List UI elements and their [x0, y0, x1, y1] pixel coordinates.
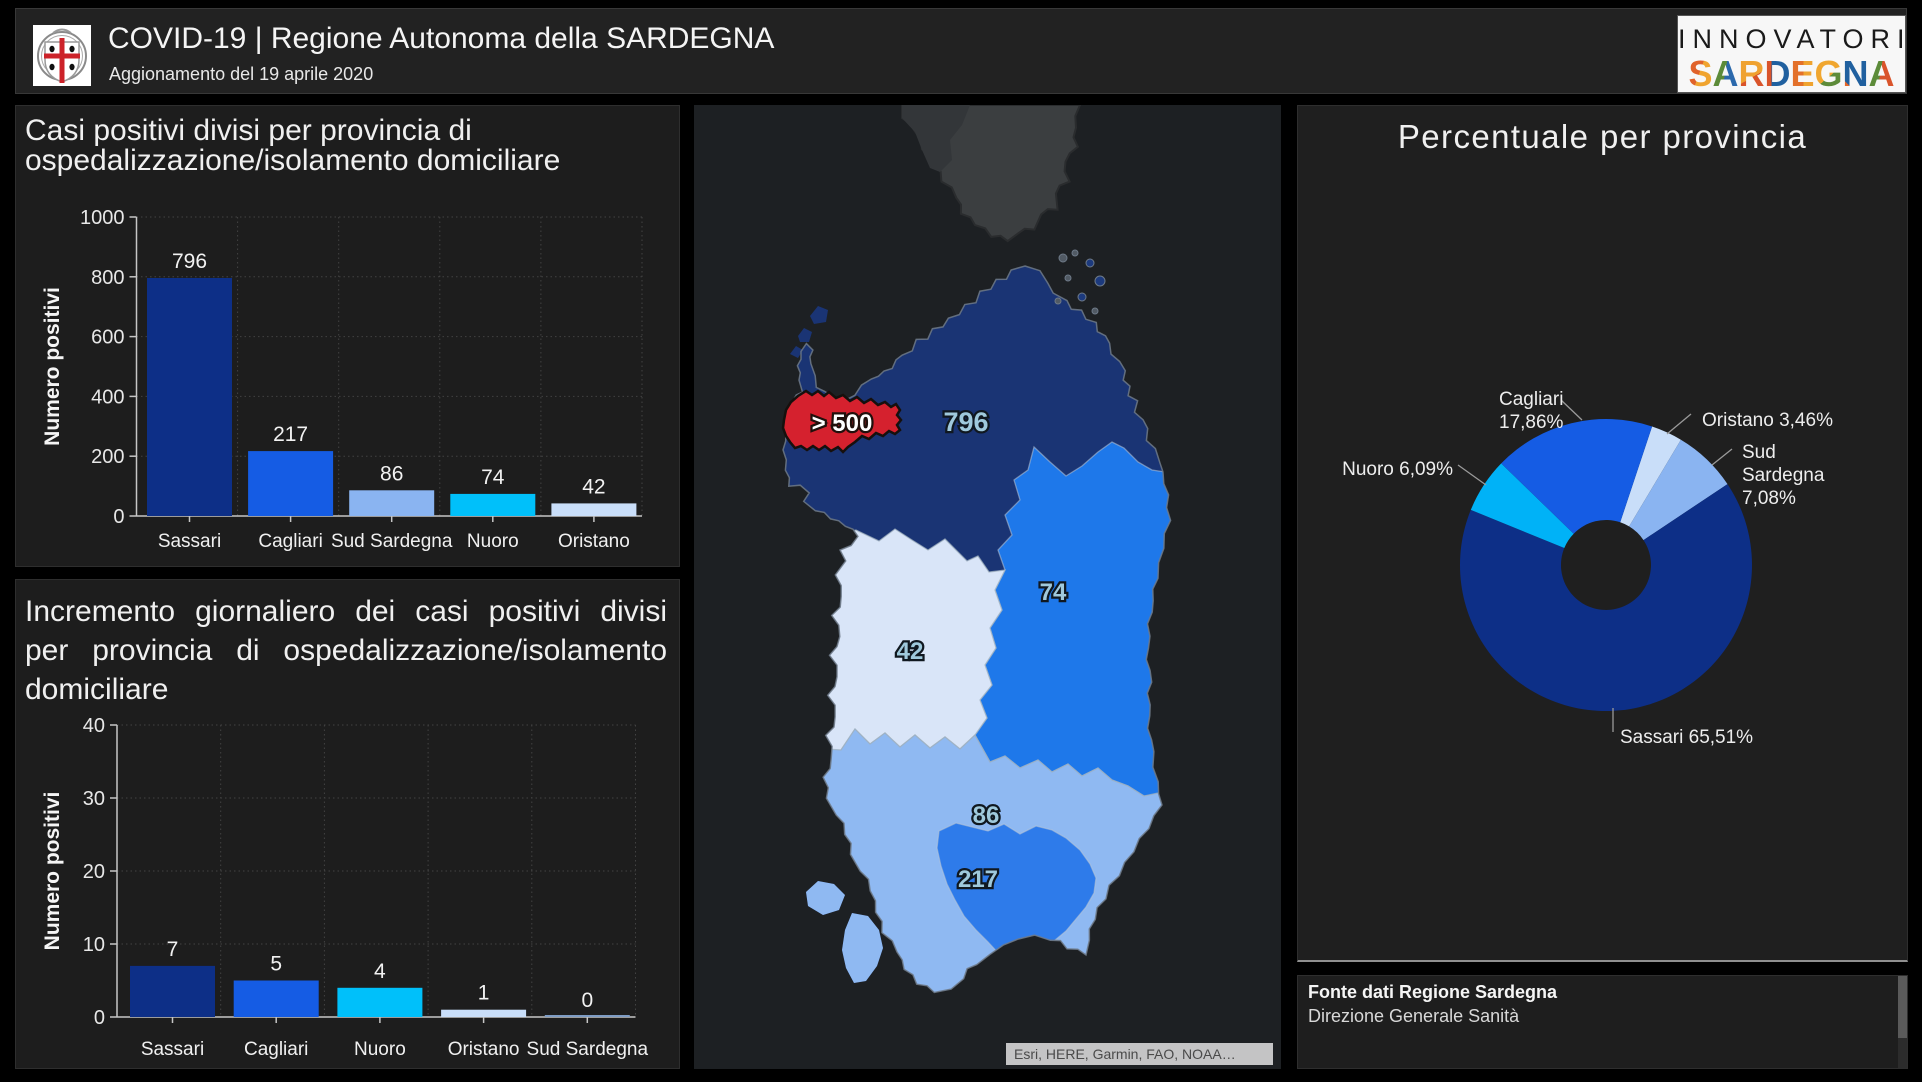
svg-text:86: 86: [973, 802, 1000, 829]
svg-text:217: 217: [958, 866, 998, 893]
svg-text:0: 0: [581, 989, 593, 1012]
svg-text:17,86%: 17,86%: [1499, 412, 1564, 433]
svg-text:1000: 1000: [80, 207, 125, 229]
svg-text:Nuoro: Nuoro: [467, 531, 519, 552]
svg-text:42: 42: [897, 638, 924, 665]
svg-text:Esri, HERE, Garmin, FAO, NOAA…: Esri, HERE, Garmin, FAO, NOAA…: [1014, 1046, 1236, 1062]
svg-text:40: 40: [83, 715, 105, 737]
svg-text:Oristano: Oristano: [448, 1039, 520, 1060]
svg-text:42: 42: [582, 475, 605, 498]
svg-text:0: 0: [94, 1007, 105, 1029]
svg-text:796: 796: [172, 250, 207, 273]
svg-text:Cagliari: Cagliari: [258, 531, 322, 552]
svg-text:Sud Sardegna: Sud Sardegna: [527, 1039, 649, 1060]
svg-text:20: 20: [83, 861, 105, 883]
svg-text:Sassari 65,51%: Sassari 65,51%: [1620, 727, 1753, 748]
svg-text:10: 10: [83, 934, 105, 956]
svg-text:Numero positivi: Numero positivi: [41, 287, 64, 446]
svg-text:Sud Sardegna: Sud Sardegna: [331, 531, 453, 552]
svg-text:Oristano 3,46%: Oristano 3,46%: [1702, 410, 1833, 431]
svg-text:5: 5: [270, 953, 282, 976]
svg-text:4: 4: [374, 960, 386, 983]
svg-text:Numero positivi: Numero positivi: [41, 792, 64, 951]
svg-text:Cagliari: Cagliari: [1499, 389, 1563, 410]
svg-text:Cagliari: Cagliari: [244, 1039, 308, 1060]
svg-text:1: 1: [478, 982, 490, 1005]
svg-text:86: 86: [380, 462, 403, 485]
svg-text:Sassari: Sassari: [158, 531, 221, 552]
svg-text:Oristano: Oristano: [558, 531, 630, 552]
svg-text:Sassari: Sassari: [141, 1039, 204, 1060]
svg-text:7: 7: [167, 938, 179, 961]
svg-text:Nuoro 6,09%: Nuoro 6,09%: [1342, 459, 1453, 480]
svg-text:Nuoro: Nuoro: [354, 1039, 406, 1060]
svg-text:200: 200: [91, 446, 124, 468]
svg-text:Sardegna: Sardegna: [1742, 465, 1825, 486]
svg-text:> 500: > 500: [812, 410, 873, 437]
svg-text:800: 800: [91, 267, 124, 289]
svg-text:30: 30: [83, 788, 105, 810]
svg-text:600: 600: [91, 327, 124, 349]
svg-text:400: 400: [91, 386, 124, 408]
svg-text:796: 796: [943, 407, 988, 437]
svg-text:7,08%: 7,08%: [1742, 488, 1796, 509]
svg-text:Sud: Sud: [1742, 442, 1776, 463]
svg-text:217: 217: [273, 423, 308, 446]
svg-text:74: 74: [1040, 579, 1067, 606]
svg-text:0: 0: [113, 506, 124, 528]
svg-text:74: 74: [481, 466, 505, 489]
